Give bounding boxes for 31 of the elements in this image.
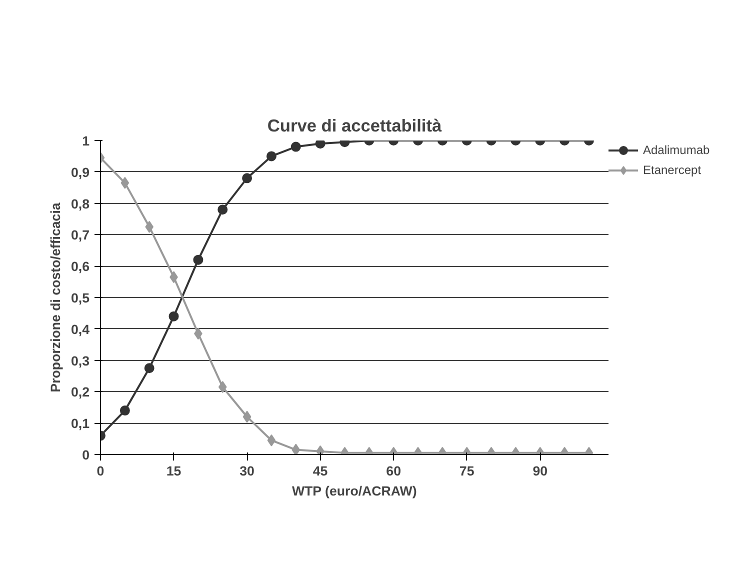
y-tick-label: 0,5	[70, 290, 90, 306]
point	[218, 204, 228, 215]
x-tick-label: 30	[240, 464, 254, 478]
y-tick-label: 0	[82, 448, 90, 462]
point	[168, 311, 179, 322]
x-tick-label: 15	[166, 464, 182, 478]
y-tick-label: 0,6	[70, 259, 90, 274]
y-tick-label: 0,8	[70, 196, 90, 212]
x-tick-label: 45	[312, 464, 328, 478]
y-tick-label: 0,3	[70, 353, 90, 368]
point	[292, 444, 300, 454]
x-tick-label: 75	[459, 464, 475, 478]
point	[193, 254, 204, 265]
point	[218, 380, 227, 393]
legend-label: Adalimumab	[643, 143, 710, 157]
y-tick-label: 0,2	[70, 384, 90, 400]
point	[144, 363, 154, 374]
point	[315, 140, 326, 149]
y-tick-label: 0,4	[70, 322, 90, 337]
chart-title: Curve di accettabilità	[267, 116, 442, 136]
y-tick-label: 0,1	[70, 416, 90, 432]
x-tick-label: 60	[386, 464, 401, 478]
x-axis-title: WTP (euro/ACRAW)	[292, 484, 417, 498]
y-tick-label: 1	[82, 134, 90, 148]
y-tick-label: 0,7	[70, 228, 90, 243]
legend-label: Etanercept	[643, 163, 702, 177]
y-tick-label: 0,9	[70, 164, 90, 180]
x-tick-label: 90	[532, 464, 548, 478]
x-tick-label: 0	[96, 464, 104, 478]
point	[145, 220, 154, 233]
y-axis-title: Proporzione di costo/efficacia	[48, 202, 63, 392]
